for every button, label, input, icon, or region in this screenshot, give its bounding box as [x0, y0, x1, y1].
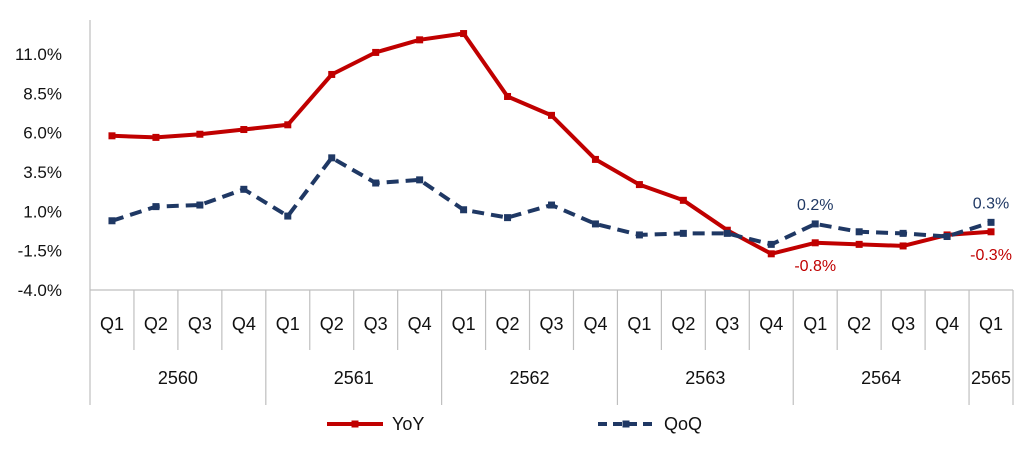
data-point-yoy: [284, 121, 292, 129]
data-point-qoq: [196, 201, 204, 209]
x-tick-label-quarter: Q3: [188, 314, 212, 334]
x-tick-label-quarter: Q2: [847, 314, 871, 334]
data-point-yoy: [591, 155, 599, 163]
x-tick-label-quarter: Q1: [452, 314, 476, 334]
data-point-qoq: [767, 240, 775, 248]
legend-marker-yoy: [351, 420, 359, 428]
data-point-qoq: [679, 229, 687, 237]
legend-label-yoy: YoY: [392, 414, 424, 434]
x-tick-label-quarter: Q1: [803, 314, 827, 334]
y-tick-label: -1.5%: [18, 242, 62, 261]
y-tick-label: 1.0%: [23, 202, 62, 221]
data-point-qoq: [152, 203, 160, 211]
x-tick-label-quarter: Q3: [364, 314, 388, 334]
data-point-qoq: [811, 220, 819, 228]
data-label: 0.3%: [973, 195, 1009, 212]
x-tick-label-quarter: Q4: [935, 314, 959, 334]
data-point-qoq: [284, 212, 292, 220]
data-point-qoq: [108, 217, 116, 225]
y-tick-label: -4.0%: [18, 281, 62, 300]
y-tick-label: 8.5%: [23, 84, 62, 103]
x-tick-label-year: 2564: [861, 368, 901, 388]
data-point-qoq: [855, 228, 863, 236]
data-point-qoq: [591, 220, 599, 228]
data-point-yoy: [855, 240, 863, 248]
data-point-qoq: [723, 229, 731, 237]
data-point-qoq: [987, 218, 995, 226]
data-point-qoq: [548, 201, 555, 209]
x-tick-label-year: 2560: [158, 368, 198, 388]
data-point-qoq: [328, 154, 336, 162]
data-point-qoq: [240, 185, 248, 193]
x-tick-label-quarter: Q4: [583, 314, 607, 334]
x-tick-label-quarter: Q2: [320, 314, 344, 334]
series-line-yoy: [111, 31, 992, 256]
x-tick-label-quarter: Q2: [144, 314, 168, 334]
data-point-yoy: [328, 70, 336, 78]
data-label: -0.8%: [794, 258, 836, 275]
x-tick-label-quarter: Q1: [627, 314, 651, 334]
x-tick-label-year: 2563: [685, 368, 725, 388]
data-point-qoq: [899, 229, 907, 237]
data-point-yoy: [240, 126, 248, 134]
x-tick-label-quarter: Q2: [671, 314, 695, 334]
x-tick-label-quarter: Q1: [276, 314, 300, 334]
data-point-yoy: [899, 242, 907, 250]
x-tick-label-quarter: Q4: [759, 314, 783, 334]
y-tick-label: 11.0%: [15, 45, 62, 64]
x-tick-label-quarter: Q3: [715, 314, 739, 334]
data-point-qoq: [943, 233, 951, 241]
x-tick-label-year: 2562: [510, 368, 550, 388]
x-tick-label-year: 2561: [334, 368, 374, 388]
data-point-yoy: [679, 196, 687, 204]
x-tick-label-quarter: Q1: [100, 314, 124, 334]
data-point-yoy: [548, 111, 555, 119]
x-tick-label-quarter: Q4: [232, 314, 256, 334]
data-point-qoq: [416, 176, 424, 184]
data-point-qoq: [372, 179, 380, 187]
x-tick-label-quarter: Q3: [539, 314, 563, 334]
data-point-qoq: [635, 231, 643, 239]
data-label: 0.2%: [797, 197, 833, 214]
data-point-yoy: [372, 48, 380, 56]
data-point-yoy: [108, 132, 116, 140]
y-tick-label: 3.5%: [23, 163, 62, 182]
x-tick-label-quarter: Q3: [891, 314, 915, 334]
data-point-yoy: [767, 250, 775, 258]
x-tick-label-year: 2565: [971, 368, 1011, 388]
legend-label-qoq: QoQ: [664, 414, 702, 434]
data-point-yoy: [811, 239, 819, 247]
data-point-yoy: [416, 36, 424, 44]
data-label: -0.3%: [970, 247, 1012, 264]
x-tick-label-quarter: Q1: [979, 314, 1003, 334]
data-point-yoy: [460, 30, 468, 38]
x-tick-label-quarter: Q2: [496, 314, 520, 334]
data-point-qoq: [460, 206, 468, 214]
legend-marker-qoq: [622, 420, 630, 428]
data-point-yoy: [504, 92, 512, 100]
data-point-yoy: [152, 133, 160, 141]
data-point-qoq: [504, 214, 512, 222]
x-tick-label-quarter: Q4: [408, 314, 432, 334]
data-point-yoy: [635, 181, 643, 189]
y-tick-label: 6.0%: [23, 124, 62, 143]
data-point-yoy: [196, 130, 204, 138]
data-point-yoy: [987, 228, 995, 236]
